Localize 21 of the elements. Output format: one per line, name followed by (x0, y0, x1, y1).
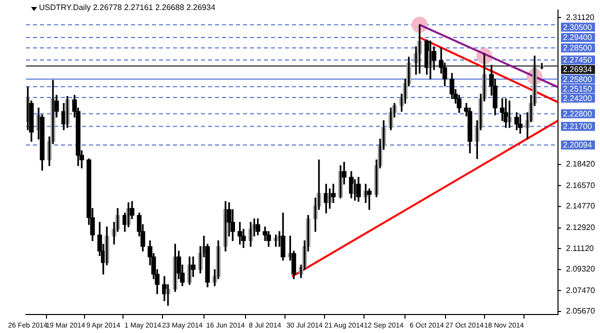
ref-line-label: 2.22800 (563, 109, 592, 118)
ref-line-label: 2.21700 (563, 122, 592, 132)
y-tick-label: 2.11120 (566, 244, 594, 253)
ref-line-label: 2.26934 (563, 65, 592, 74)
ref-line-label: 2.24200 (563, 94, 592, 103)
y-tick-label: 2.16570 (566, 180, 596, 190)
y-tick-label: 2.18420 (566, 159, 596, 168)
y-tick-label: 2.05670 (566, 306, 596, 316)
y-tick-label: 2.09320 (566, 264, 596, 274)
chart-title: USDTRY.Daily 2.26778 2.27161 2.26688 2.26934 (39, 3, 216, 12)
ref-line-label: 2.27450 (563, 56, 592, 65)
ref-line-label: 2.30500 (563, 22, 592, 32)
ref-line-label: 2.28500 (563, 44, 592, 53)
ref-line-label: 2.29400 (563, 33, 592, 42)
ref-line-label: 2.25800 (563, 74, 592, 84)
y-tick-label: 2.14770 (566, 202, 596, 211)
y-tick-label: 2.12920 (566, 222, 596, 232)
y-tick-label: 2.31120 (566, 12, 595, 22)
ref-line-label: 2.20094 (563, 140, 592, 150)
y-tick-label: 2.07470 (566, 286, 596, 295)
ref-line-label: 2.25150 (563, 84, 592, 94)
